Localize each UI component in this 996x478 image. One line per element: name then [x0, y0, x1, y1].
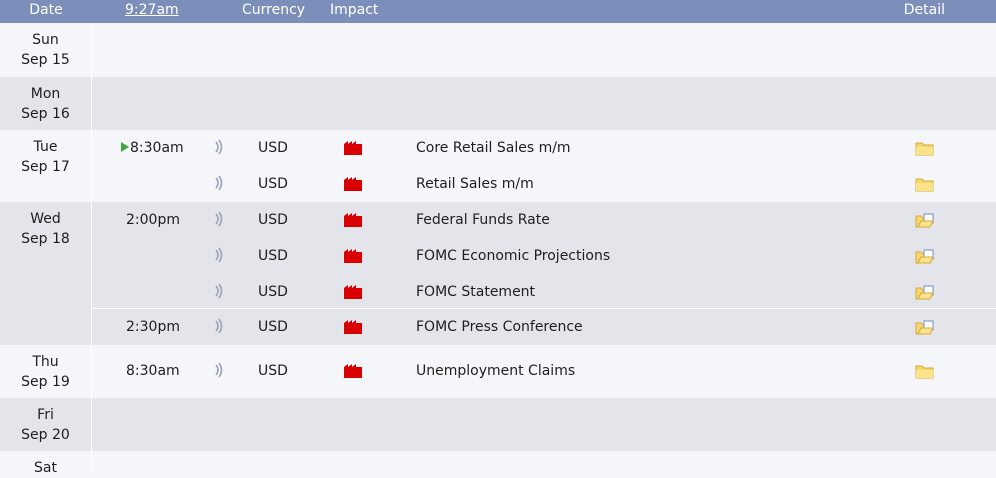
weekday-label: Fri — [37, 407, 54, 423]
date-column-header: Date — [29, 2, 63, 18]
event-row[interactable]: 2:00pm USD Federal Funds Rate — [93, 202, 996, 238]
weekday-label: Wed — [30, 211, 61, 227]
event-currency: USD — [258, 284, 288, 300]
folder-open-icon[interactable] — [915, 320, 934, 335]
date-cell: Tue Sep 17 — [0, 130, 92, 202]
event-currency: USD — [258, 319, 288, 335]
current-time-link[interactable]: 9:27am — [125, 2, 179, 18]
sound-icon[interactable] — [214, 175, 224, 191]
event-time: 2:00pm — [126, 212, 180, 228]
date-label: Sep 18 — [21, 231, 70, 247]
date-label: Sep 20 — [21, 427, 70, 443]
event-time: 8:30am — [126, 363, 180, 379]
folder-open-icon[interactable] — [915, 213, 934, 228]
event-title[interactable]: FOMC Press Conference — [416, 319, 583, 335]
weekday-label: Tue — [33, 139, 58, 155]
day-block-fri: Fri Sep 20 — [0, 398, 996, 451]
current-event-marker-icon — [121, 142, 129, 152]
event-row[interactable]: 2:30pm USD FOMC Press Conference — [93, 309, 996, 345]
weekday-label: Thu — [32, 354, 59, 370]
sound-icon[interactable] — [214, 283, 224, 299]
high-impact-icon[interactable] — [344, 364, 362, 378]
folder-open-icon[interactable] — [915, 285, 934, 300]
date-cell: Mon Sep 16 — [0, 77, 92, 130]
weekday-label: Sat — [34, 460, 57, 476]
day-block-sun: Sun Sep 15 — [0, 23, 996, 77]
high-impact-icon[interactable] — [344, 213, 362, 227]
date-cell: Sat — [0, 451, 92, 476]
date-cell: Thu Sep 19 — [0, 345, 92, 398]
folder-icon[interactable] — [915, 364, 934, 379]
folder-open-icon[interactable] — [915, 249, 934, 264]
sound-icon[interactable] — [214, 318, 224, 334]
high-impact-icon[interactable] — [344, 320, 362, 334]
date-cell: Fri Sep 20 — [0, 398, 92, 451]
event-row[interactable]: USD FOMC Economic Projections — [93, 238, 996, 274]
event-title[interactable]: FOMC Economic Projections — [416, 248, 611, 264]
folder-icon[interactable] — [915, 141, 934, 156]
date-label: Sep 17 — [21, 159, 70, 175]
event-time: 8:30am — [121, 139, 184, 157]
event-title[interactable]: Retail Sales m/m — [416, 176, 534, 192]
folder-icon[interactable] — [915, 177, 934, 192]
date-label: Sep 19 — [21, 374, 70, 390]
event-row[interactable]: USD Retail Sales m/m — [93, 166, 996, 202]
weekday-label: Mon — [30, 86, 61, 102]
day-block-thu: Thu Sep 19 8:30am USD Unemployment Claim… — [0, 345, 996, 398]
event-currency: USD — [258, 363, 288, 379]
weekday-label: Sun — [32, 32, 59, 48]
sound-icon[interactable] — [214, 247, 224, 263]
sound-icon[interactable] — [214, 139, 224, 155]
currency-column-header: Currency — [242, 2, 306, 18]
day-block-mon: Mon Sep 16 — [0, 77, 996, 130]
date-label: Sep 15 — [21, 52, 70, 68]
event-row[interactable]: 8:30am USD Core Retail Sales m/m — [93, 130, 996, 166]
event-title[interactable]: FOMC Statement — [416, 284, 536, 300]
event-currency: USD — [258, 212, 288, 228]
event-title[interactable]: Unemployment Claims — [416, 363, 576, 379]
date-cell: Wed Sep 18 — [0, 202, 92, 345]
day-block-tue: Tue Sep 17 8:30am USD Core Retail Sales … — [0, 130, 996, 202]
high-impact-icon[interactable] — [344, 285, 362, 299]
sound-icon[interactable] — [214, 362, 224, 378]
sound-icon[interactable] — [214, 211, 224, 227]
event-currency: USD — [258, 176, 288, 192]
event-row[interactable]: USD FOMC Statement — [93, 274, 996, 310]
event-row[interactable]: 8:30am USD Unemployment Claims — [93, 353, 996, 389]
high-impact-icon[interactable] — [344, 177, 362, 191]
impact-column-header: Impact — [330, 2, 379, 18]
event-currency: USD — [258, 248, 288, 264]
calendar-header: Date 9:27am Currency Impact Detail — [0, 0, 996, 23]
day-block-wed: Wed Sep 18 2:00pm USD Federal Funds Rate… — [0, 202, 996, 345]
high-impact-icon[interactable] — [344, 249, 362, 263]
day-block-sat: Sat — [0, 451, 996, 476]
event-title[interactable]: Core Retail Sales m/m — [416, 140, 571, 156]
high-impact-icon[interactable] — [344, 141, 362, 155]
event-currency: USD — [258, 140, 288, 156]
date-cell: Sun Sep 15 — [0, 23, 92, 77]
row-divider — [93, 308, 996, 309]
event-title[interactable]: Federal Funds Rate — [416, 212, 550, 228]
event-time: 2:30pm — [126, 319, 180, 335]
date-label: Sep 16 — [21, 106, 70, 122]
detail-column-header: Detail — [903, 2, 945, 18]
